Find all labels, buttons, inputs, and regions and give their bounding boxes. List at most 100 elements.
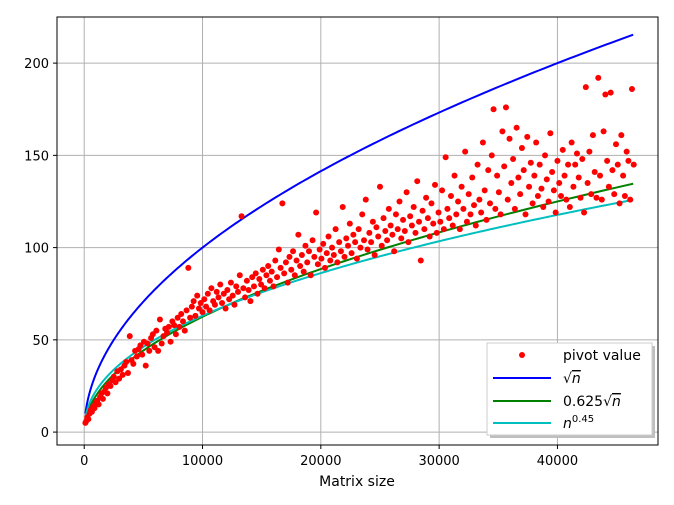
- y-tick-label: 200: [24, 57, 49, 72]
- pivot-value-point: [444, 205, 451, 212]
- pivot-value-point: [479, 139, 486, 146]
- pivot-value-point: [222, 305, 229, 312]
- pivot-value-point: [506, 135, 513, 142]
- legend: pivot value √n 0.625√n n0.45: [486, 342, 655, 438]
- x-tick-label: 30000: [418, 454, 459, 469]
- pivot-value-point: [511, 205, 518, 212]
- pivot-value-point: [463, 218, 470, 225]
- pivot-value-point: [556, 180, 563, 187]
- pivot-value-point: [316, 246, 323, 253]
- legend-entry-label: √n: [563, 371, 581, 387]
- pivot-value-point: [613, 141, 620, 148]
- pivot-value-point: [199, 309, 206, 316]
- pivot-value-point: [426, 233, 433, 240]
- pivot-value-point: [346, 220, 353, 227]
- pivot-value-point: [462, 148, 469, 155]
- pivot-value-point: [290, 248, 297, 255]
- pivot-value-point: [430, 220, 437, 227]
- pivot-value-point: [236, 272, 243, 279]
- pivot-value-point: [382, 228, 389, 234]
- pivot-value-point: [561, 172, 568, 179]
- pivot-value-point: [364, 246, 371, 253]
- x-axis-ticks: 0 10000 20000 30000 40000: [80, 445, 578, 469]
- pivot-value-point: [586, 148, 593, 155]
- pivot-value-point: [584, 180, 591, 187]
- pivot-value-point: [352, 239, 359, 246]
- pivot-value-point: [396, 198, 403, 205]
- pivot-value-point: [158, 340, 165, 347]
- pivot-value-point: [348, 250, 355, 257]
- pivot-value-point: [371, 251, 378, 258]
- pivot-value-point: [256, 275, 263, 282]
- pivot-value-point: [378, 242, 385, 249]
- pivot-value-point: [165, 323, 172, 330]
- pivot-value-point: [542, 152, 549, 159]
- pivot-value-point: [607, 89, 614, 96]
- pivot-value-point: [357, 244, 364, 251]
- pivot-value-point: [481, 187, 488, 194]
- pivot-value-point: [589, 132, 596, 139]
- pivot-value-point: [238, 213, 245, 220]
- pivot-value-point: [261, 285, 268, 292]
- pivot-value-point: [320, 240, 327, 247]
- pivot-value-point: [447, 192, 454, 199]
- pivot-value-point: [476, 196, 483, 203]
- pivot-value-point: [265, 263, 272, 270]
- pivot-value-point: [389, 231, 396, 238]
- series-lines: [84, 33, 634, 421]
- pivot-value-point: [392, 211, 399, 218]
- pivot-value-point: [153, 327, 160, 334]
- pivot-value-point: [593, 194, 600, 201]
- pivot-value-point: [304, 259, 311, 266]
- y-axis-ticks: 0 50 100 150 200: [24, 57, 57, 441]
- pivot-value-point: [478, 209, 485, 216]
- pivot-value-point: [334, 259, 341, 266]
- pivot-value-point: [533, 139, 540, 146]
- pivot-value-point: [522, 211, 529, 218]
- pivot-value-point: [403, 189, 410, 196]
- pivot-value-point: [391, 248, 398, 255]
- pivot-value-point: [277, 264, 284, 271]
- legend-box: [486, 342, 653, 436]
- y-tick-label: 150: [24, 149, 49, 164]
- pivot-value-point: [417, 257, 424, 264]
- pivot-value-point: [419, 207, 426, 214]
- pivot-value-point: [405, 239, 412, 246]
- pivot-value-point: [275, 246, 282, 253]
- pivot-value-point: [446, 215, 453, 222]
- pivot-value-point: [318, 255, 325, 262]
- pivot-value-point: [368, 239, 375, 246]
- pivot-value-point: [263, 272, 270, 279]
- pivot-value-point: [95, 401, 102, 408]
- pivot-value-point: [604, 157, 611, 164]
- pivot-value-point: [343, 235, 350, 242]
- pivot-value-point: [329, 244, 336, 251]
- pivot-value-point: [407, 213, 414, 220]
- pivot-value-point: [201, 296, 208, 303]
- pivot-value-point: [321, 264, 328, 271]
- pivot-value-point: [554, 157, 561, 164]
- pivot-value-point: [487, 200, 494, 207]
- legend-entry-label: 0.625√n: [563, 394, 621, 410]
- pivot-value-point: [566, 204, 573, 211]
- pivot-value-point: [124, 370, 131, 377]
- pivot-value-point: [192, 312, 199, 319]
- pivot-value-point: [504, 196, 511, 203]
- pivot-value-point: [179, 318, 186, 325]
- pivot-value-point: [355, 226, 362, 233]
- pivot-value-point: [414, 178, 421, 185]
- pivot-value-point: [495, 189, 502, 196]
- pivot-value-point: [281, 270, 288, 277]
- pivot-value-point: [545, 198, 552, 205]
- plot-frame: [56, 16, 659, 446]
- pivot-value-point: [133, 353, 140, 360]
- pivot-value-point: [350, 231, 357, 238]
- pivot-value-point: [456, 226, 463, 233]
- pivot-value-point: [572, 161, 579, 168]
- pivot-value-point: [440, 226, 447, 233]
- pivot-value-point: [247, 298, 254, 305]
- pivot-value-point: [288, 266, 295, 273]
- pivot-value-point: [458, 183, 465, 190]
- pivot-value-point: [483, 216, 490, 223]
